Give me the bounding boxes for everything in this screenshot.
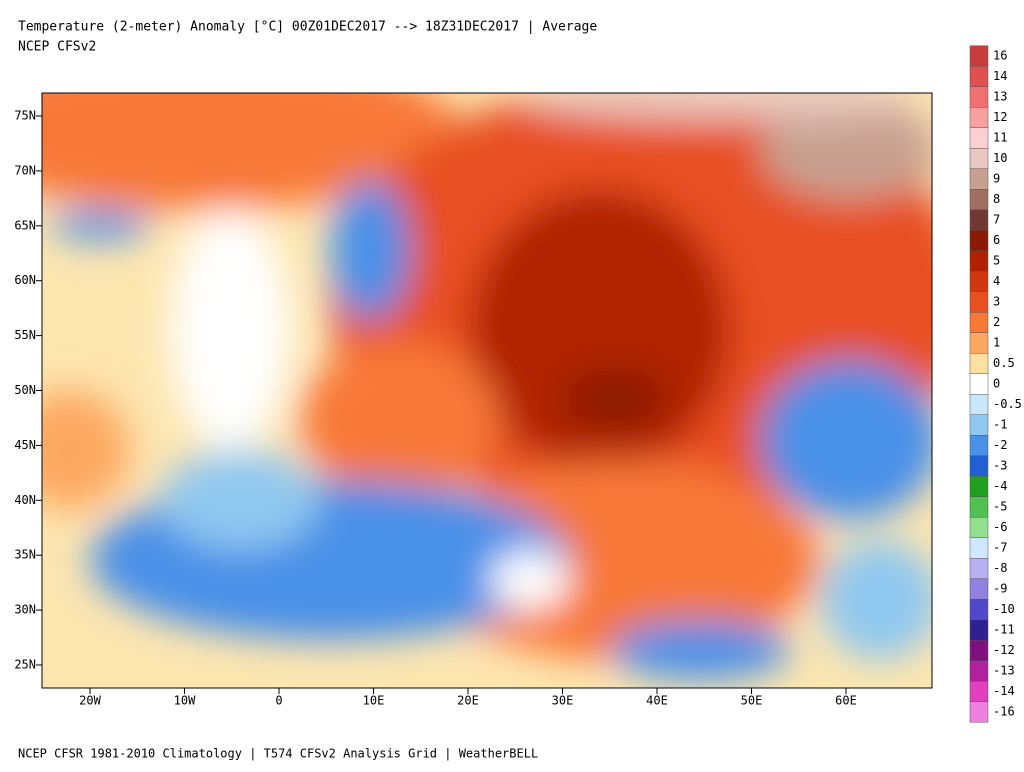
colorbar-label: -8 <box>993 561 1007 575</box>
colorbar-swatch <box>969 619 989 641</box>
colorbar-swatch <box>969 86 989 108</box>
lon-label: 10E <box>363 694 385 708</box>
colorbar-label: 13 <box>993 90 1007 104</box>
colorbar-swatch <box>969 312 989 333</box>
subtitle: NCEP CFSv2 <box>18 40 96 55</box>
colorbar-swatch <box>969 45 989 67</box>
colorbar-label: -10 <box>993 602 1015 616</box>
colorbar-label: -11 <box>993 623 1015 637</box>
colorbar-label: -9 <box>993 582 1007 596</box>
lat-label: 30N <box>14 603 36 617</box>
colorbar-swatch <box>969 660 989 682</box>
colorbar-label: 0 <box>993 377 1000 391</box>
lat-label: 55N <box>14 328 36 342</box>
colorbar-label: -5 <box>993 500 1007 514</box>
colorbar-label: 16 <box>993 49 1007 63</box>
colorbar-label: -2 <box>993 438 1007 452</box>
colorbar-swatch <box>969 517 989 538</box>
colorbar-label: 11 <box>993 131 1007 145</box>
lat-label: 45N <box>14 438 36 452</box>
lon-label: 0 <box>275 694 282 708</box>
colorbar-swatch <box>969 578 989 600</box>
colorbar-swatch <box>969 414 989 436</box>
colorbar-swatch <box>969 353 989 374</box>
colorbar-label: -13 <box>993 664 1015 678</box>
colorbar-swatch <box>969 394 989 415</box>
colorbar-swatch <box>969 189 989 210</box>
lat-label: 70N <box>14 163 36 177</box>
lon-label: 40E <box>646 694 668 708</box>
colorbar-swatch <box>969 127 989 149</box>
lat-label: 65N <box>14 218 36 232</box>
colorbar-swatch <box>969 435 989 456</box>
colorbar-swatch <box>969 230 989 251</box>
colorbar-label: -0.5 <box>993 397 1022 411</box>
colorbar-label: 6 <box>993 233 1000 247</box>
title: Temperature (2-meter) Anomaly [°C] 00Z01… <box>18 20 597 35</box>
colorbar-label: 7 <box>993 213 1000 227</box>
colorbar-label: 8 <box>993 192 1000 206</box>
lon-label: 20E <box>457 694 479 708</box>
colorbar-label: 5 <box>993 254 1000 268</box>
map <box>42 93 932 688</box>
colorbar-label: -12 <box>993 643 1015 657</box>
lat-label: 60N <box>14 273 36 287</box>
colorbar-label: -1 <box>993 418 1007 432</box>
colorbar-label: 9 <box>993 172 1000 186</box>
colorbar-swatch <box>969 640 989 661</box>
colorbar-label: -3 <box>993 459 1007 473</box>
colorbar-label: 1 <box>993 336 1000 350</box>
colorbar-label: -16 <box>993 705 1015 719</box>
colorbar-swatch <box>969 701 989 723</box>
colorbar-label: 14 <box>993 69 1007 83</box>
colorbar-swatch <box>969 558 989 579</box>
colorbar-label: 0.5 <box>993 356 1015 370</box>
lat-label: 75N <box>14 109 36 123</box>
colorbar-label: -6 <box>993 520 1007 534</box>
lon-label: 50E <box>741 694 763 708</box>
colorbar-label: -4 <box>993 479 1007 493</box>
colorbar-swatch <box>969 332 989 354</box>
colorbar-swatch <box>969 476 989 497</box>
lon-label: 30E <box>552 694 574 708</box>
colorbar-swatch <box>969 681 989 702</box>
lon-label: 60E <box>835 694 857 708</box>
colorbar-label: 2 <box>993 315 1000 329</box>
colorbar-label: 4 <box>993 274 1000 288</box>
colorbar-swatch <box>969 599 989 620</box>
colorbar-swatch <box>969 271 989 292</box>
colorbar-swatch <box>969 66 989 87</box>
colorbar-label: 12 <box>993 110 1007 124</box>
colorbar-swatch <box>969 107 989 128</box>
lat-label: 50N <box>14 383 36 397</box>
colorbar-label: -14 <box>993 684 1015 698</box>
colorbar-swatch <box>969 455 989 477</box>
colorbar-swatch <box>969 291 989 313</box>
colorbar-swatch <box>969 373 989 395</box>
lat-label: 40N <box>14 493 36 507</box>
colorbar-label: 3 <box>993 295 1000 309</box>
footer: NCEP CFSR 1981-2010 Climatology | T574 C… <box>18 747 538 761</box>
colorbar-swatch <box>969 148 989 169</box>
lon-label: 20W <box>79 694 101 708</box>
colorbar-swatch <box>969 537 989 559</box>
colorbar-swatch <box>969 168 989 190</box>
lat-label: 35N <box>14 548 36 562</box>
lon-label: 10W <box>174 694 196 708</box>
colorbar-swatch <box>969 209 989 231</box>
colorbar-swatch <box>969 250 989 272</box>
colorbar-label: -7 <box>993 541 1007 555</box>
colorbar-label: 10 <box>993 151 1007 165</box>
colorbar-swatch <box>969 496 989 518</box>
lat-label: 25N <box>14 658 36 672</box>
